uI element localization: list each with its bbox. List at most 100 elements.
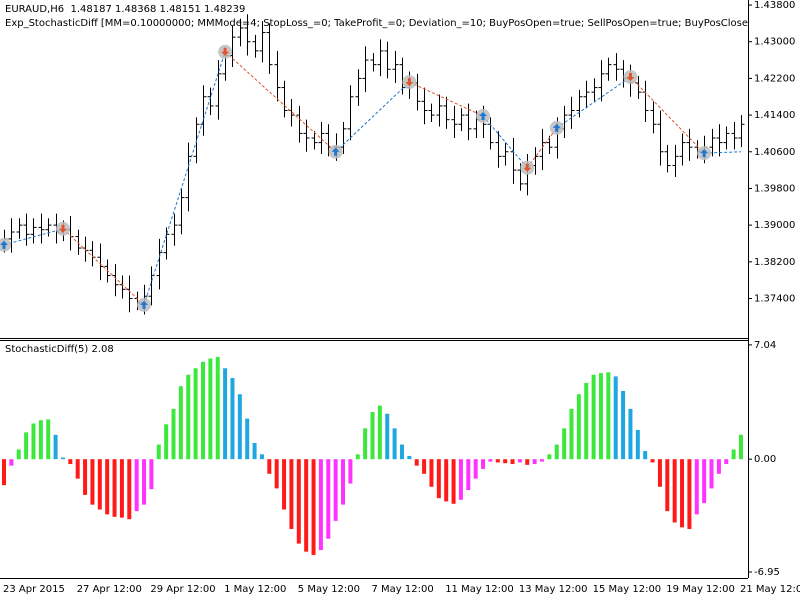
histogram-bar: [75, 459, 80, 479]
histogram-bar: [311, 459, 316, 555]
histogram-bar: [407, 455, 412, 460]
chart-title: EURAUD,H6 1.48187 1.48368 1.48151 1.4823…: [5, 4, 245, 15]
histogram-bar: [422, 459, 427, 474]
histogram-bar: [237, 394, 242, 460]
histogram-bar: [289, 459, 294, 529]
histogram-bar: [672, 459, 677, 523]
signal-arrow: [331, 147, 340, 156]
histogram-bar: [495, 459, 500, 463]
indicator-pane: [2, 356, 743, 555]
histogram-bar: [274, 459, 279, 489]
y-tick-label: 1.39000: [754, 220, 795, 231]
histogram-bar: [46, 419, 51, 460]
histogram-bar: [554, 444, 559, 460]
histogram-bar: [429, 459, 434, 487]
histogram-bar: [488, 459, 493, 462]
histogram-bar: [665, 459, 670, 512]
histogram-bar: [569, 408, 574, 460]
histogram-bar: [348, 459, 353, 484]
histogram-bar: [333, 459, 338, 521]
x-tick-label: 29 Apr 12:00: [150, 584, 215, 595]
header: EURAUD,H6 1.48187 1.48368 1.48151 1.4823…: [5, 4, 765, 29]
histogram-bar: [451, 459, 456, 504]
x-tick-label: 27 Apr 12:00: [77, 584, 142, 595]
signal-line: [62, 228, 145, 306]
histogram-bar: [694, 459, 699, 515]
signal-arrow: [700, 149, 709, 158]
histogram-bar: [178, 386, 183, 460]
histogram-bar: [657, 459, 662, 487]
histogram-bar: [584, 382, 589, 460]
main-pane: [0, 14, 745, 315]
histogram-bar: [31, 423, 36, 460]
y-tick-label: -6.95: [754, 567, 780, 578]
histogram-bar: [267, 459, 272, 474]
histogram-bar: [473, 459, 478, 479]
indicator-title: StochasticDiff(5) 2.08: [5, 344, 114, 355]
y-tick-label: 1.39800: [754, 183, 795, 194]
histogram-bar: [525, 459, 530, 465]
x-tick-label: 21 May 12:00: [740, 584, 800, 595]
histogram-bar: [127, 459, 132, 520]
axes: 1.43800 1.43000 1.42200 1.41400 1.40600 1.398…: [3, 0, 800, 595]
x-tick-label: 15 May 12:00: [593, 584, 662, 595]
histogram-bar: [444, 459, 449, 502]
y-tick-label: 1.43800: [754, 0, 795, 11]
histogram-bar: [119, 459, 124, 518]
signal-arrow: [552, 123, 561, 132]
histogram-bar: [245, 418, 250, 460]
histogram-bar: [318, 459, 323, 551]
y-tick-label: 7.04: [754, 340, 776, 351]
expert-parameters: Exp_StochasticDiff [MM=0.10000000; MMMod…: [5, 18, 765, 29]
histogram-bar: [377, 405, 382, 460]
histogram-bar: [643, 451, 648, 460]
x-tick-label: 23 Apr 2015: [3, 584, 65, 595]
histogram-bar: [613, 376, 618, 460]
histogram-bar: [503, 459, 508, 464]
histogram-bar: [510, 459, 515, 465]
histogram-bar: [142, 459, 147, 505]
histogram-bar: [164, 424, 169, 460]
x-tick-label: 19 May 12:00: [666, 584, 735, 595]
histogram-bar: [680, 459, 685, 528]
histogram-bar: [363, 428, 368, 460]
histogram-bar: [540, 459, 545, 462]
histogram-bar: [598, 373, 603, 460]
histogram-bar: [739, 434, 743, 460]
histogram-bar: [547, 454, 552, 460]
histogram-bar: [724, 459, 729, 465]
signal-arrow: [0, 240, 8, 249]
signal-line: [409, 81, 484, 117]
signal-arrow: [58, 224, 67, 233]
y-tick-label: 0.00: [754, 454, 776, 465]
y-tick-label: 1.42200: [754, 73, 795, 84]
histogram-bar: [208, 358, 213, 460]
signal-line: [630, 76, 705, 154]
histogram-bar: [304, 459, 309, 552]
histogram-bar: [517, 459, 522, 463]
histogram-bar: [259, 454, 264, 460]
histogram-bar: [326, 459, 331, 539]
histogram-bar: [193, 368, 198, 460]
histogram-bar: [355, 454, 360, 460]
histogram-bar: [60, 457, 65, 460]
x-tick-label: 7 May 12:00: [372, 584, 434, 595]
histogram-bar: [200, 361, 205, 460]
histogram-bar: [731, 449, 736, 460]
histogram-bar: [296, 459, 301, 544]
histogram-bar: [252, 442, 257, 460]
y-tick-label: 1.38200: [754, 257, 795, 268]
signal-arrow: [405, 78, 414, 87]
histogram-bar: [16, 449, 21, 460]
histogram-bar: [576, 394, 581, 460]
y-tick-label: 1.43000: [754, 37, 795, 48]
histogram-bar: [414, 459, 419, 466]
y-tick-label: 1.40600: [754, 147, 795, 158]
histogram-bar: [716, 459, 721, 474]
histogram-bar: [53, 434, 58, 460]
signal-line: [482, 115, 528, 169]
histogram-bar: [621, 390, 626, 460]
histogram-bar: [171, 408, 176, 460]
x-tick-label: 5 May 12:00: [298, 584, 360, 595]
